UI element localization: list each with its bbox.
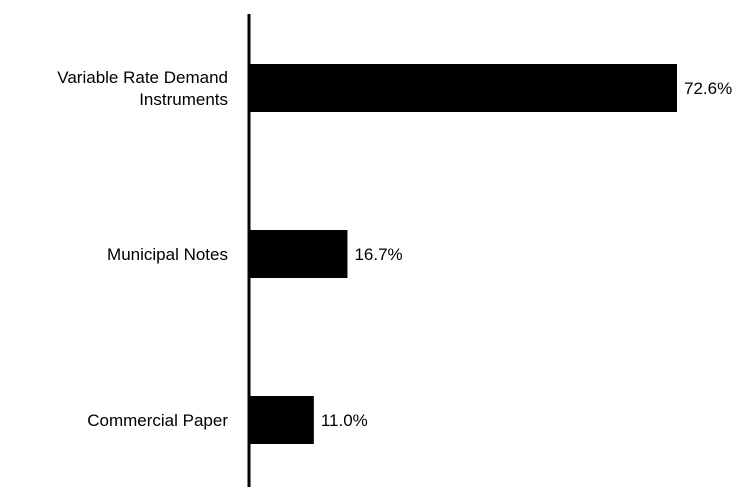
value-label-1: 72.6% — [684, 79, 732, 98]
category-label-3: Commercial Paper — [87, 411, 228, 430]
bar-1 — [249, 64, 677, 112]
bar-3 — [249, 396, 314, 444]
category-labels-group: Variable Rate Demand Instruments Municipal… — [57, 68, 228, 430]
value-label-3: 11.0% — [321, 411, 368, 430]
category-label-1-line-1: Variable Rate Demand — [57, 68, 228, 87]
bars-group — [249, 64, 677, 444]
value-labels-group: 72.6% 16.7% 11.0% — [321, 79, 732, 430]
category-label-1-line-2: Instruments — [139, 90, 228, 109]
value-label-2: 16.7% — [354, 245, 402, 264]
bar-2 — [249, 230, 348, 278]
category-label-2: Municipal Notes — [107, 245, 228, 264]
